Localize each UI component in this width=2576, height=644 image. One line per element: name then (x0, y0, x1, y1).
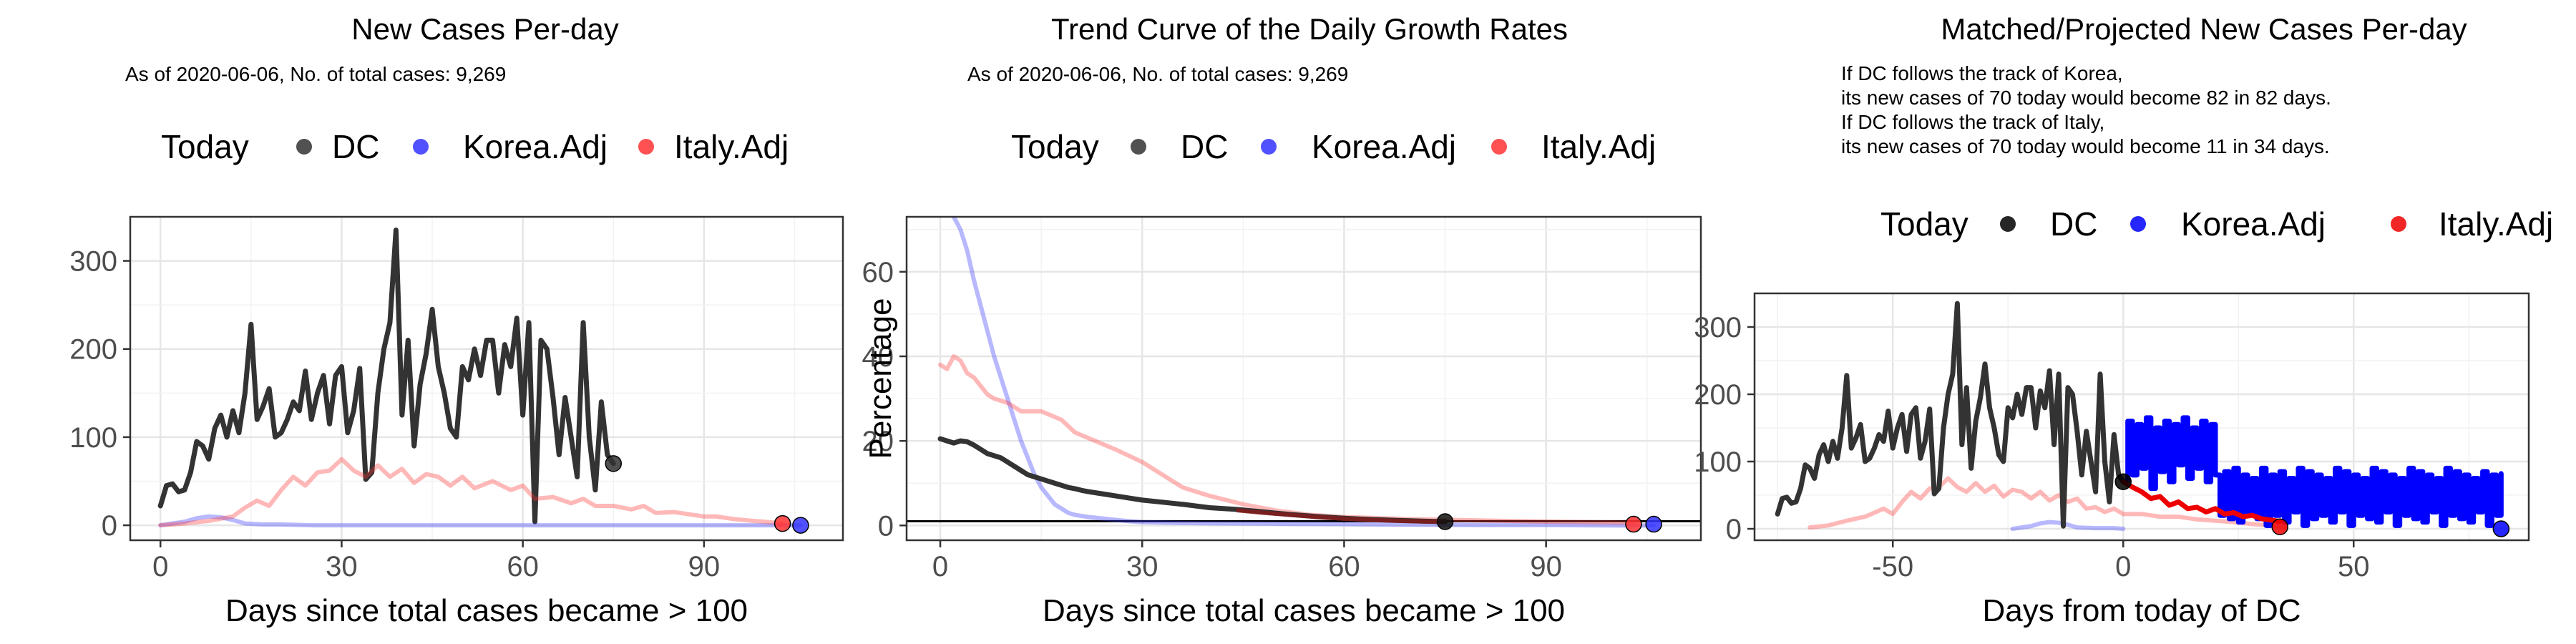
legend-key-italy-adj (2391, 216, 2406, 232)
legend-key-dc (2000, 216, 2016, 232)
x-tick-label: -50 (1872, 551, 1913, 582)
panel-new-cases: New Cases Per-day As of 2020-06-06, No. o… (69, 12, 844, 628)
chart-note: If DC follows the track of Korea, (1841, 62, 2123, 84)
x-tick-label: 50 (2338, 551, 2370, 582)
y-tick-label: 100 (1694, 447, 1742, 478)
legend-title: Today (1880, 205, 1968, 243)
x-tick-label: 0 (152, 551, 168, 582)
legend-key-italy-adj (638, 139, 654, 155)
today-point-dc (2114, 473, 2132, 490)
x-tick-label: 90 (1530, 551, 1562, 582)
legend-label: Korea.Adj (2181, 205, 2326, 243)
chart-title: New Cases Per-day (351, 12, 618, 46)
legend-label: DC (1181, 128, 1228, 165)
legend: Today DC Korea.Adj Italy.Adj (1011, 128, 1656, 165)
legend-label: Italy.Adj (1541, 128, 1656, 165)
panel-projected-cases: Matched/Projected New Cases Per-day If DC… (1694, 12, 2553, 628)
legend-label: DC (2050, 205, 2097, 243)
plot-border (1753, 292, 2530, 542)
legend-label: Korea.Adj (1312, 128, 1456, 165)
data-layer (157, 227, 803, 528)
y-tick-label: 200 (69, 334, 117, 366)
legend-key-korea-adj (413, 139, 429, 155)
y-tick-label: 60 (862, 257, 894, 288)
chart-title: Matched/Projected New Cases Per-day (1941, 12, 2467, 46)
y-tick-label: 0 (1726, 514, 1742, 545)
plot-border (905, 215, 1702, 542)
series-line-dc (157, 227, 616, 525)
legend-label: Korea.Adj (463, 128, 608, 165)
legend-title: Today (161, 128, 249, 165)
x-tick-label: 0 (2115, 551, 2131, 582)
legend-title: Today (1011, 128, 1099, 165)
y-tick-label: 100 (69, 422, 117, 454)
legend-key-korea-adj (1261, 139, 1277, 155)
series-line-dc (1775, 301, 2126, 529)
legend-key-korea-adj (2130, 216, 2146, 232)
chart-note: If DC follows the track of Italy, (1841, 111, 2104, 133)
today-point-dc (1436, 513, 1454, 530)
y-tick-label: 0 (878, 510, 894, 542)
today-point-italy-adj (774, 514, 791, 532)
series-line-korea-adj-projected (2120, 415, 2504, 528)
y-tick-label: 40 (862, 341, 894, 373)
legend-label: Italy.Adj (2439, 205, 2553, 243)
chart-subtitle: As of 2020-06-06, No. of total cases: 9,… (967, 63, 1348, 85)
gridlines (907, 217, 1701, 540)
today-point-korea-adj (2492, 520, 2510, 537)
y-tick-label: 20 (862, 426, 894, 457)
series-line-korea-adj (951, 217, 1657, 528)
y-axis-label: Percentage (863, 298, 898, 459)
y-tick-label: 200 (1694, 379, 1742, 411)
legend: Today DC Korea.Adj Italy.Adj (1880, 205, 2553, 243)
chart-note: its new cases of 70 today would become 1… (1841, 135, 2330, 157)
plot-area (907, 217, 1701, 540)
x-tick-label: 30 (1126, 551, 1158, 582)
y-tick-label: 300 (69, 246, 117, 278)
legend-label: Italy.Adj (674, 128, 789, 165)
chart-title: Trend Curve of the Daily Growth Rates (1051, 12, 1568, 46)
series-line-italy-adj (1807, 476, 2287, 530)
today-point-italy-adj (1625, 515, 1642, 533)
x-tick-label: 30 (326, 551, 358, 582)
y-tick-label: 300 (1694, 312, 1742, 343)
today-point-dc (605, 455, 623, 472)
x-tick-label: 60 (507, 551, 539, 582)
legend: Today DC Korea.Adj Italy.Adj (161, 128, 789, 165)
x-axis-label: Days since total cases became > 100 (1043, 593, 1565, 628)
x-tick-label: 0 (932, 551, 948, 582)
series-line-korea-adj (2010, 519, 2126, 532)
series-overlay (1236, 508, 1445, 525)
series-line-italy-adj-projected (2120, 479, 2283, 525)
x-tick-label: 60 (1328, 551, 1360, 582)
panel-growth-rates: Trend Curve of the Daily Growth Rates As … (862, 12, 1702, 628)
legend-label: DC (332, 128, 379, 165)
chart-subtitle: As of 2020-06-06, No. of total cases: 9,… (125, 63, 506, 85)
plot-border (129, 215, 844, 542)
today-point-korea-adj (792, 517, 809, 534)
legend-key-dc (296, 139, 312, 155)
legend-key-dc (1131, 139, 1146, 155)
x-axis-label: Days from today of DC (1982, 593, 2301, 628)
data-layer (907, 217, 1701, 528)
plot-area (130, 217, 843, 540)
y-tick-label: 0 (102, 510, 117, 542)
today-point-italy-adj (2271, 518, 2288, 535)
today-point-korea-adj (1645, 515, 1662, 533)
legend-key-italy-adj (1491, 139, 1507, 155)
chart-note: its new cases of 70 today would become 8… (1841, 87, 2331, 109)
series-line-korea-adj (158, 514, 803, 528)
data-layer (1775, 301, 2504, 532)
x-axis-label: Days since total cases became > 100 (225, 593, 748, 628)
x-tick-label: 90 (688, 551, 721, 582)
series-line-italy-adj (158, 457, 785, 528)
